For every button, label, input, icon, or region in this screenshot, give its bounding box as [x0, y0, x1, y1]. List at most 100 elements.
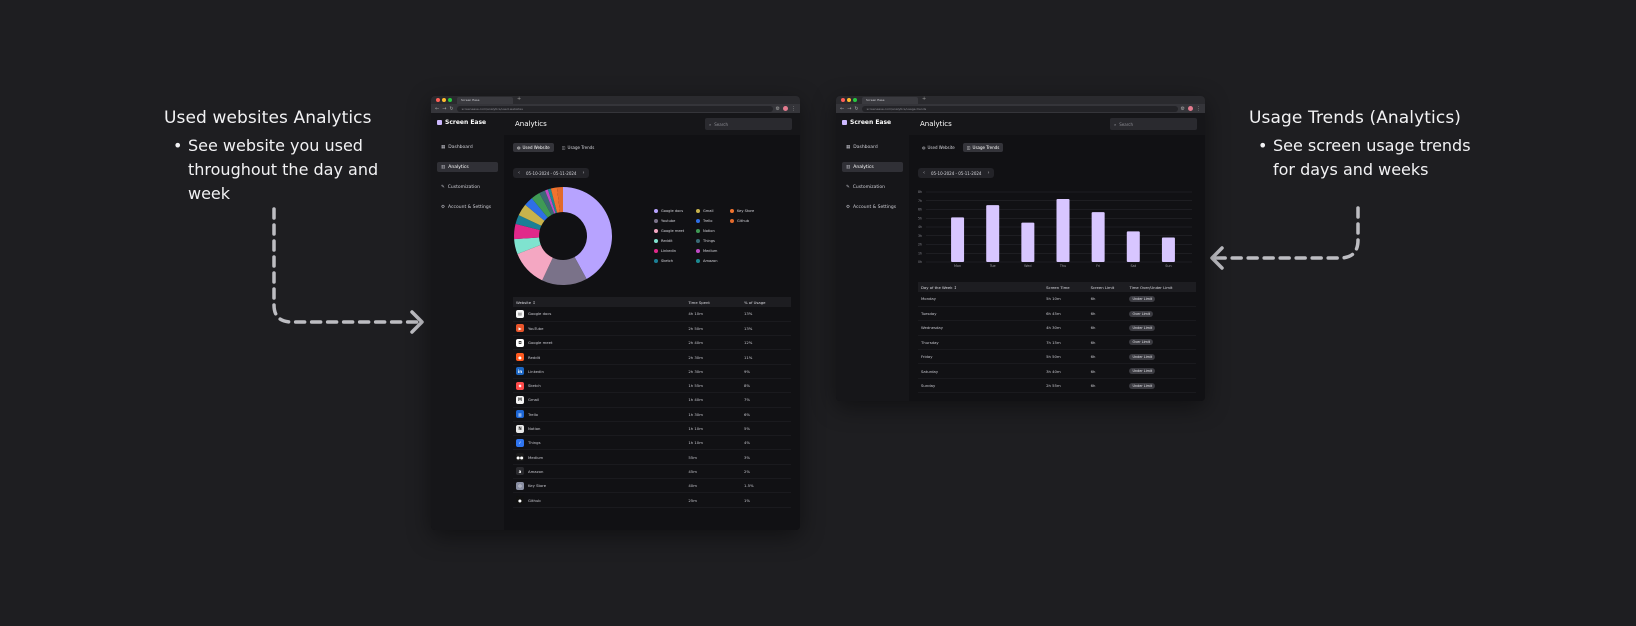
sidebar-item-account-settings[interactable]: ⚙ Account & Settings: [842, 202, 903, 212]
bar[interactable]: [1021, 222, 1035, 262]
url-input[interactable]: screenease.com/analytics/usage-trends: [861, 105, 1178, 112]
bar[interactable]: [1161, 237, 1175, 263]
close-dot[interactable]: [841, 98, 845, 102]
col-over-under[interactable]: Time Over/Under Limit: [1126, 282, 1196, 292]
col-website[interactable]: Website ↕: [513, 297, 686, 307]
col-screen-time[interactable]: Screen Time: [1043, 282, 1088, 292]
url-input[interactable]: screenease.com/analytics/used-websites: [456, 105, 773, 112]
tab-used-website[interactable]: ◍ Used Website: [918, 143, 959, 152]
table-row[interactable]: Thursday 7h 15m 6h Over Limit: [918, 335, 1196, 351]
new-tab-icon[interactable]: +: [922, 96, 927, 102]
table-row[interactable]: ▤ Google docs 4h 10m 13%: [513, 307, 791, 322]
back-icon[interactable]: ←: [435, 105, 440, 112]
table-row[interactable]: ●● Medium 55m 3%: [513, 449, 791, 465]
table-row[interactable]: ● Reddit 2h 30m 11%: [513, 349, 791, 365]
table-row[interactable]: Sunday 2h 55m 6h Under Limit: [918, 378, 1196, 394]
linkedin-icon: in: [516, 367, 524, 376]
brand-logo[interactable]: Screen Ease: [437, 119, 498, 126]
donut-slice[interactable]: [518, 204, 545, 226]
search-input[interactable]: ⌕ Search: [705, 118, 792, 130]
menu-icon[interactable]: ⋮: [791, 105, 796, 112]
brand-logo[interactable]: Screen Ease: [842, 119, 903, 126]
sidebar-item-analytics[interactable]: ▥ Analytics: [437, 162, 498, 172]
table-row[interactable]: a Amazon 45m 2%: [513, 464, 791, 480]
legend-swatch: [654, 259, 658, 263]
col-usage-pct[interactable]: % of Usage: [740, 297, 791, 307]
table-row[interactable]: ● Github 25m 1%: [513, 492, 791, 508]
reload-icon[interactable]: ↻: [449, 105, 454, 112]
table-row[interactable]: ▶ YouTube 2h 50m 13%: [513, 321, 791, 337]
bar[interactable]: [951, 217, 965, 262]
table-row[interactable]: Friday 5h 50m 6h Under Limit: [918, 349, 1196, 365]
tab-used-website[interactable]: ◍ Used Website: [513, 143, 554, 152]
table-row[interactable]: Wednesday 4h 30m 6h Under Limit: [918, 320, 1196, 336]
table-row[interactable]: ✓ Things 1h 10m 4%: [513, 435, 791, 451]
minimize-dot[interactable]: [847, 98, 851, 102]
new-tab-icon[interactable]: +: [517, 96, 522, 102]
maximize-dot[interactable]: [448, 98, 452, 102]
table-row[interactable]: ◘ Google meet 2h 40m 12%: [513, 335, 791, 351]
chevron-right-icon[interactable]: ›: [582, 170, 585, 176]
sidebar-item-analytics[interactable]: ▥ Analytics: [842, 162, 903, 172]
bar[interactable]: [1056, 199, 1070, 262]
sidebar-item-account-settings[interactable]: ⚙ Account & Settings: [437, 202, 498, 212]
donut-slice[interactable]: [550, 187, 560, 213]
gear-icon: ⚙: [846, 204, 851, 210]
chevron-left-icon[interactable]: ‹: [923, 170, 925, 176]
donut-slice[interactable]: [517, 244, 553, 281]
table-row[interactable]: in Linkedin 2h 30m 9%: [513, 364, 791, 379]
tab-usage-trends[interactable]: ◫ Usage Trends: [558, 143, 599, 152]
extensions-icon[interactable]: ⚙: [775, 105, 780, 112]
bar[interactable]: [1091, 212, 1105, 262]
chevron-left-icon[interactable]: ‹: [518, 170, 520, 176]
table-row[interactable]: M Gmail 1h 40m 7%: [513, 392, 791, 408]
table-row[interactable]: N Notion 1h 10m 5%: [513, 421, 791, 437]
table-row[interactable]: ◆ Sketch 1h 55m 8%: [513, 378, 791, 394]
close-dot[interactable]: [436, 98, 440, 102]
donut-slice[interactable]: [539, 190, 555, 215]
tab-usage-trends[interactable]: ◫ Usage Trends: [962, 143, 1004, 152]
donut-slice[interactable]: [514, 223, 540, 240]
col-time-spent[interactable]: Time Spent: [685, 297, 741, 307]
profile-avatar[interactable]: [1188, 106, 1193, 111]
search-input[interactable]: ⌕ Search: [1110, 118, 1197, 130]
donut-slice[interactable]: [515, 215, 542, 231]
col-day[interactable]: Day of the Week ↕: [918, 282, 1044, 292]
profile-avatar[interactable]: [783, 106, 788, 111]
extensions-icon[interactable]: ⚙: [1180, 105, 1185, 112]
maximize-dot[interactable]: [853, 98, 857, 102]
menu-icon[interactable]: ⋮: [1196, 105, 1201, 112]
table-row[interactable]: ▥ Trello 1h 30m 6%: [513, 407, 791, 422]
chevron-right-icon[interactable]: ›: [987, 170, 990, 176]
sidebar-item-dashboard[interactable]: ▦ Dashboard: [437, 142, 498, 152]
col-screen-limit[interactable]: Screen Limit: [1087, 282, 1127, 292]
usage-pct: 13%: [740, 307, 791, 322]
donut-slice[interactable]: [525, 198, 548, 221]
donut-slice[interactable]: [547, 188, 558, 214]
table-row[interactable]: Tuesday 6h 45m 6h Over Limit: [918, 306, 1196, 322]
website-name: Google meet: [528, 340, 553, 346]
browser-tab[interactable]: Screen Ease: [457, 97, 513, 104]
forward-icon[interactable]: →: [442, 105, 447, 112]
table-row[interactable]: Saturday 3h 40m 6h Under Limit: [918, 363, 1196, 379]
donut-slice[interactable]: [563, 187, 612, 279]
back-icon[interactable]: ←: [840, 105, 845, 112]
forward-icon[interactable]: →: [847, 105, 852, 112]
reload-icon[interactable]: ↻: [854, 105, 859, 112]
table-row[interactable]: ◎ Key Store 40m 1.5%: [513, 478, 791, 494]
trend-icon: ◫: [561, 145, 566, 150]
sidebar-item-customization[interactable]: ✎ Customization: [842, 182, 903, 192]
bar[interactable]: [986, 205, 1000, 262]
usage-pct: 6%: [740, 407, 791, 422]
sidebar-item-dashboard[interactable]: ▦ Dashboard: [842, 142, 903, 152]
donut-slice[interactable]: [514, 237, 541, 255]
donut-slice[interactable]: [542, 257, 587, 285]
browser-tab[interactable]: Screen Ease: [862, 97, 918, 104]
donut-slice[interactable]: [556, 187, 563, 213]
donut-slice[interactable]: [531, 193, 552, 218]
donut-slice[interactable]: [544, 189, 556, 214]
sidebar-item-customization[interactable]: ✎ Customization: [437, 182, 498, 192]
table-row[interactable]: Monday 5h 10m 6h Under Limit: [918, 292, 1196, 307]
bar[interactable]: [1126, 231, 1140, 262]
minimize-dot[interactable]: [442, 98, 446, 102]
